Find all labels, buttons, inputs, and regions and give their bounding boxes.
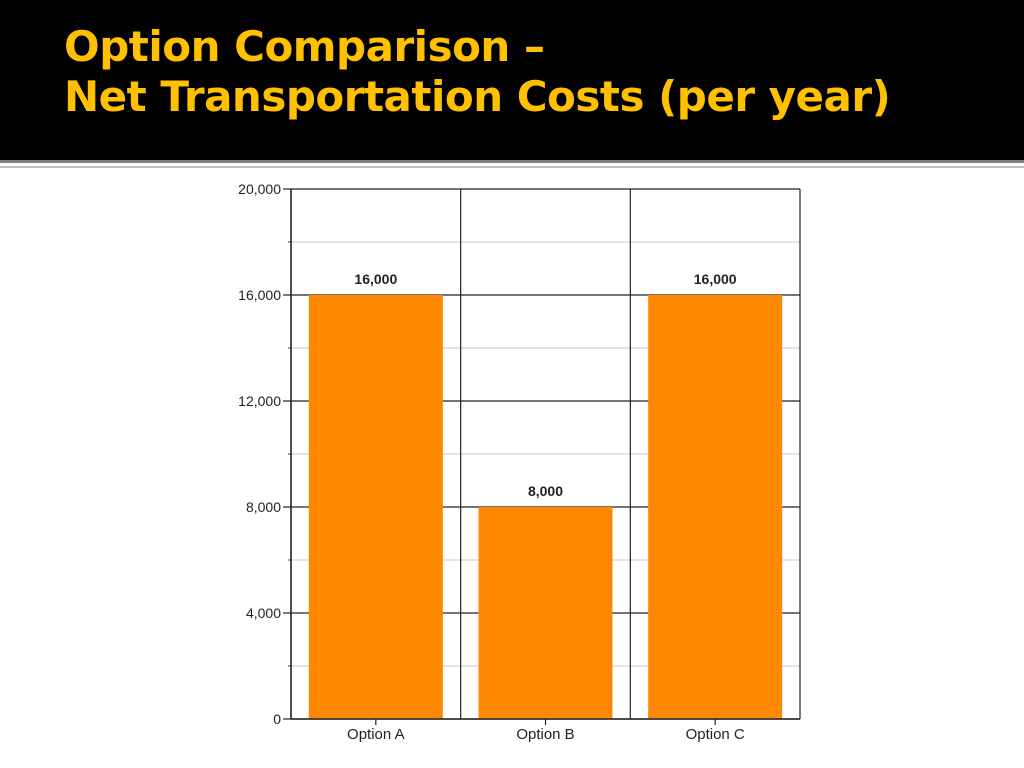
- x-tick-label: Option C: [686, 726, 745, 743]
- data-label: 16,000: [354, 271, 397, 287]
- x-tick-label: Option A: [347, 726, 405, 743]
- x-tick-label: Option B: [516, 726, 574, 743]
- bar: [308, 295, 443, 719]
- data-label: 8,000: [528, 483, 563, 499]
- y-tick-label: 0: [273, 711, 281, 727]
- title-divider-light: [0, 166, 1024, 168]
- y-tick-label: 16,000: [238, 287, 281, 303]
- slide-title-line-2: Net Transportation Costs (per year): [64, 72, 891, 121]
- y-tick-label: 4,000: [246, 605, 281, 621]
- bar: [478, 507, 613, 719]
- y-tick-label: 8,000: [246, 499, 281, 515]
- y-tick-label: 12,000: [238, 393, 281, 409]
- title-band: Option Comparison – Net Transportation C…: [0, 0, 1024, 160]
- title-divider-dark: [0, 160, 1024, 163]
- data-label: 16,000: [694, 271, 737, 287]
- bar: [648, 295, 783, 719]
- slide-title-line-1: Option Comparison –: [64, 22, 545, 71]
- slide-title: Option Comparison – Net Transportation C…: [64, 22, 1004, 122]
- y-tick-label: 20,000: [238, 181, 281, 197]
